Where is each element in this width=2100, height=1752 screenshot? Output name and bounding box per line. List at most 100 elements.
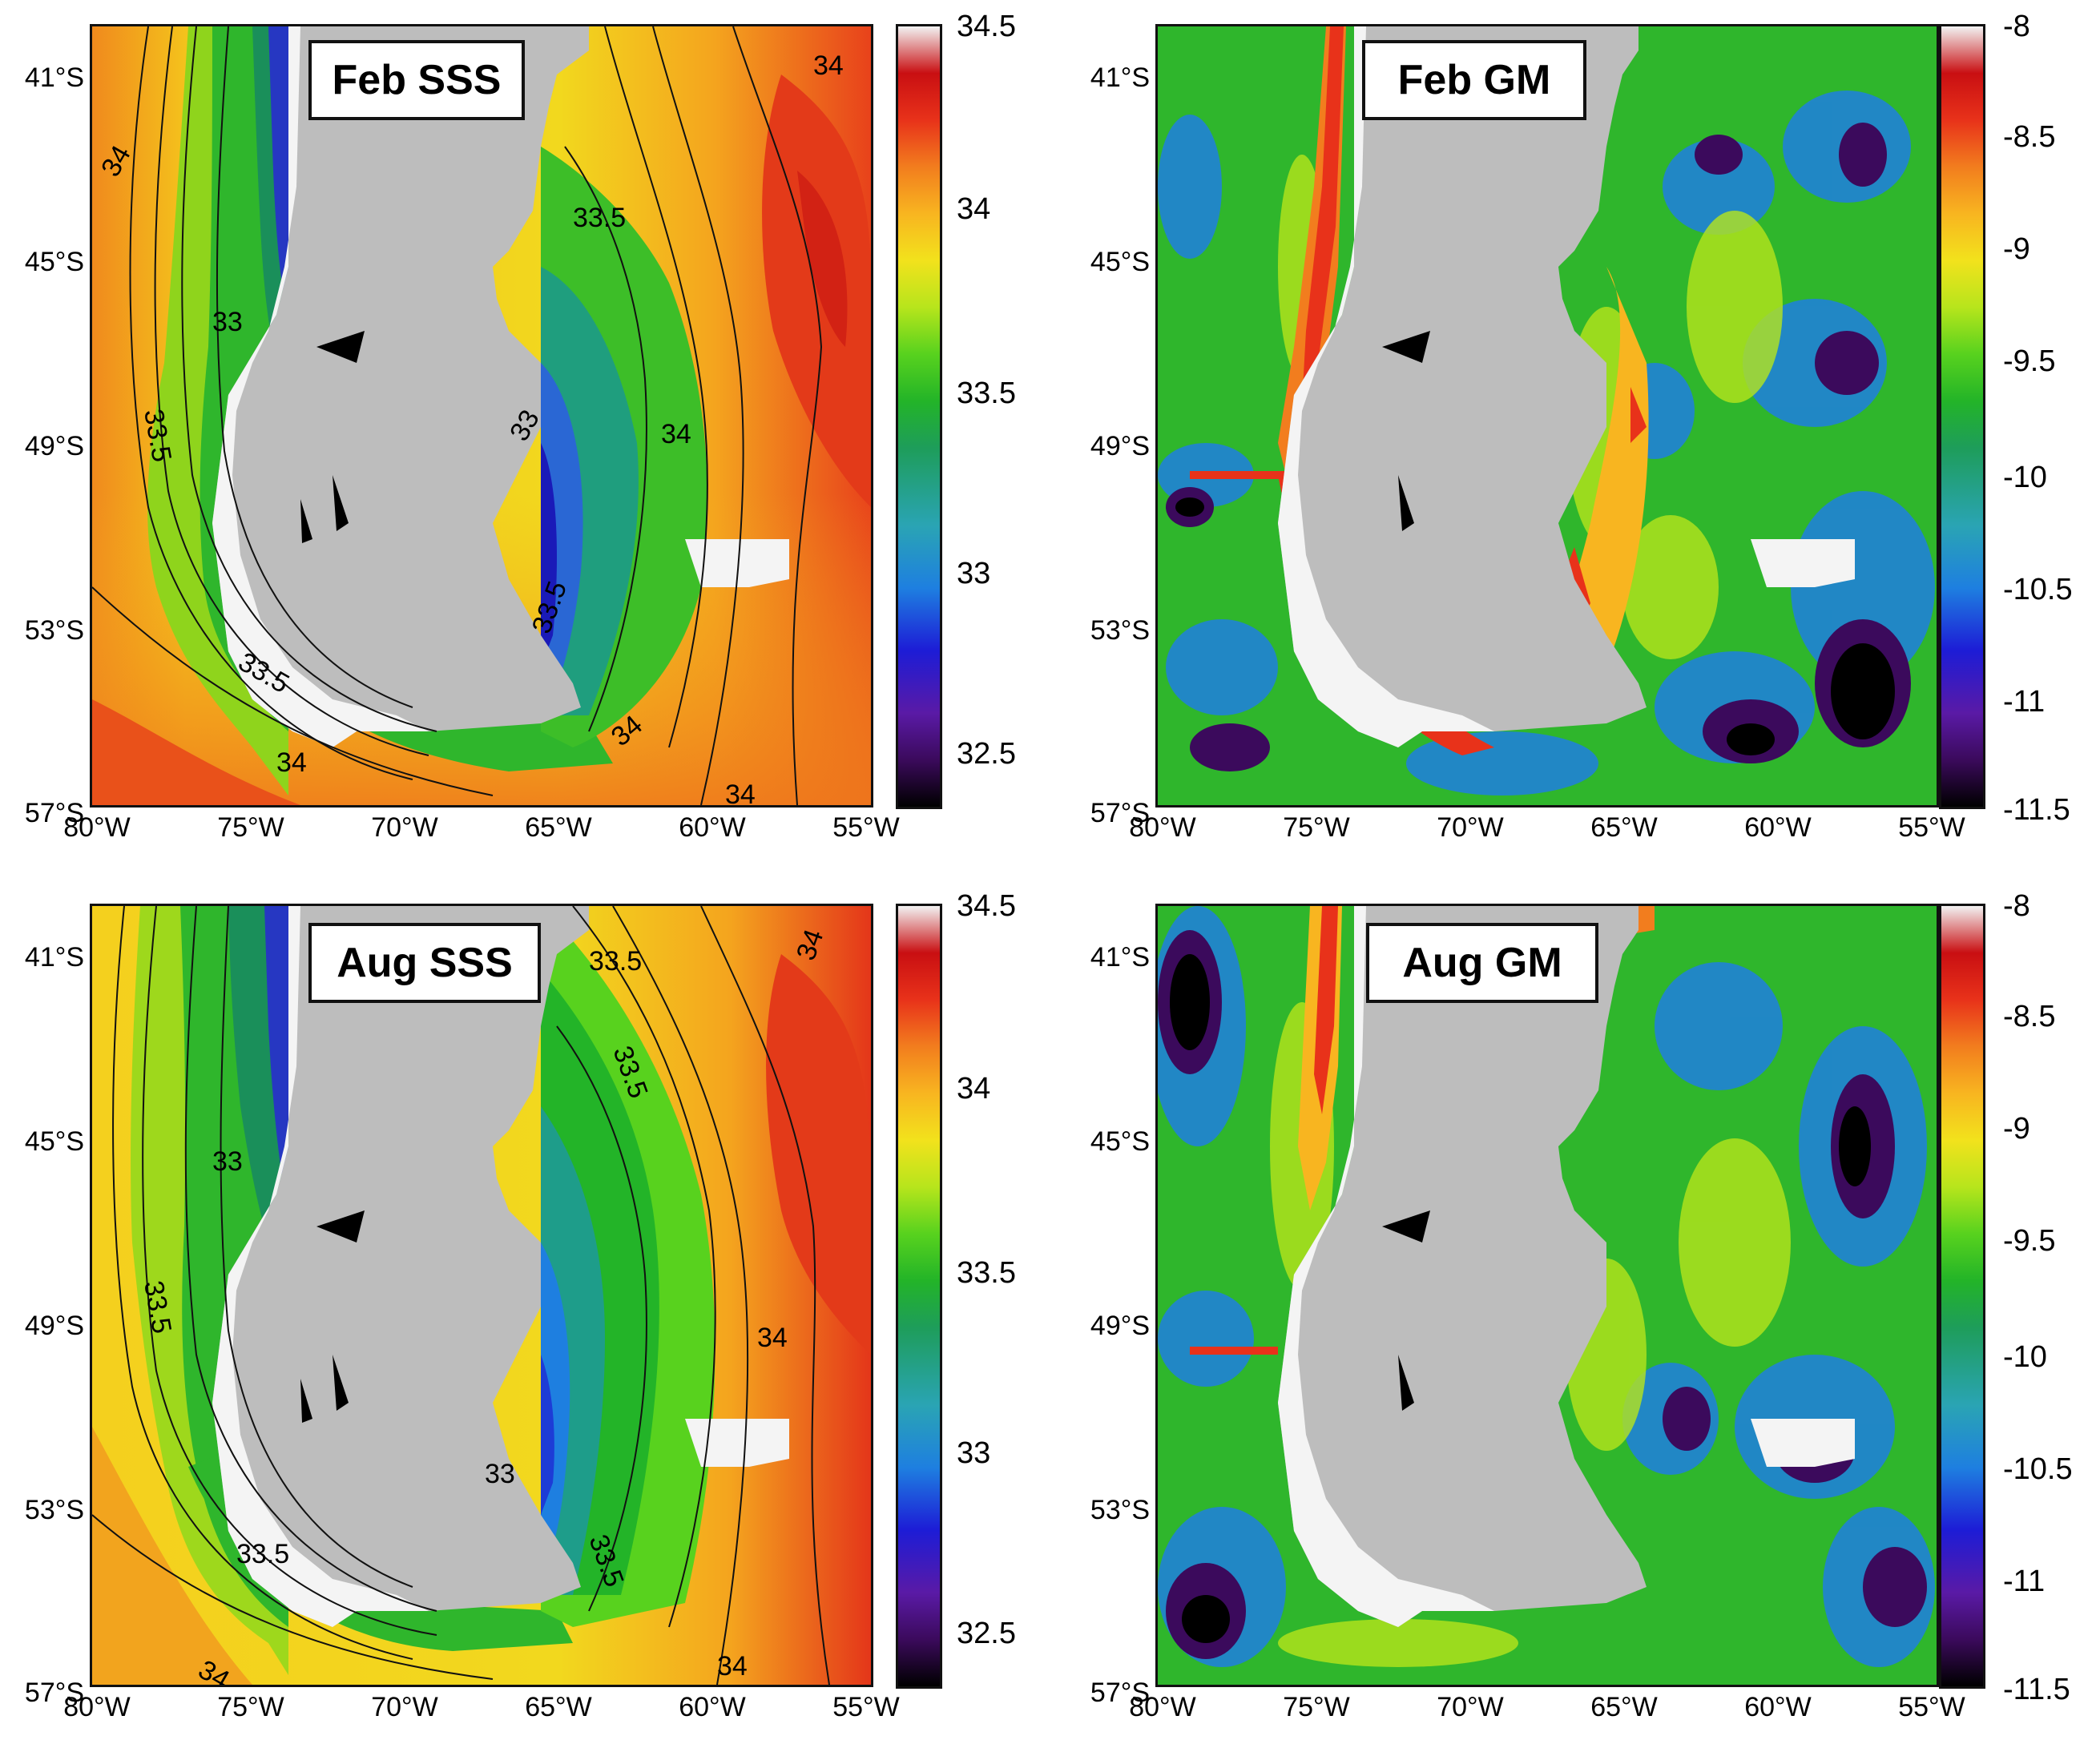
land-falklands xyxy=(685,539,789,587)
colorbar-tick: -10.5 xyxy=(2003,573,2073,606)
lat-tick: 57°S xyxy=(1090,798,1150,828)
gm-field-feb xyxy=(1158,26,1937,805)
lat-tick: 49°S xyxy=(24,431,84,461)
lon-tick: 55°W xyxy=(832,1692,900,1722)
lon-tick: 70°W xyxy=(371,1692,438,1722)
land-patagonia xyxy=(1278,906,1647,1627)
panel-title: Feb GM xyxy=(1362,40,1586,120)
lon-tick: 60°W xyxy=(1744,1692,1812,1722)
colorbar-tick: -8 xyxy=(2003,889,2030,923)
lat-tick: 49°S xyxy=(1090,431,1150,461)
colorbar-tick: -9.5 xyxy=(2003,1224,2056,1258)
lat-tick: 53°S xyxy=(1090,1495,1150,1525)
colorbar-tick: 32.5 xyxy=(957,1617,1016,1650)
lat-tick: 57°S xyxy=(1090,1677,1150,1708)
sss-field-aug: 33.5 33.5 34 33 33.5 34 33 33.5 33.5 34 … xyxy=(92,906,871,1685)
colorbar-tick: -8 xyxy=(2003,10,2030,43)
colorbar-tick: 33.5 xyxy=(957,1256,1016,1290)
panel-title: Feb SSS xyxy=(308,40,525,120)
svg-text:33.5: 33.5 xyxy=(573,203,626,233)
colorbar-feb-sss xyxy=(896,24,942,809)
lat-tick: 45°S xyxy=(24,1126,84,1157)
map-feb-gm xyxy=(1155,24,1939,808)
colorbar-tick: -9 xyxy=(2003,1112,2030,1146)
colorbar-tick: -10 xyxy=(2003,461,2047,494)
colorbar-tick: -10.5 xyxy=(2003,1452,2073,1486)
colorbar-tick: -11.5 xyxy=(2003,1673,2070,1706)
colorbar-tick: -11 xyxy=(2003,1565,2046,1598)
land-falklands xyxy=(1751,1419,1855,1467)
colorbar-tick: 32.5 xyxy=(957,737,1016,771)
svg-text:33.5: 33.5 xyxy=(236,1539,289,1569)
lon-tick: 75°W xyxy=(217,812,284,843)
lon-tick: 60°W xyxy=(679,1692,746,1722)
colorbar-tick: -8.5 xyxy=(2003,1000,2056,1033)
map-feb-sss: 34 34 33 33.5 33.5 33 33.5 34 34 34 34 3… xyxy=(90,24,873,808)
colorbar-tick: -9 xyxy=(2003,232,2030,266)
colorbar-tick: 34.5 xyxy=(957,10,1016,43)
svg-text:34: 34 xyxy=(717,1651,748,1682)
lat-tick: 45°S xyxy=(1090,247,1150,277)
land-patagonia xyxy=(212,26,589,747)
lat-tick: 41°S xyxy=(1090,62,1150,93)
lon-tick: 70°W xyxy=(371,812,438,843)
colorbar-tick: -9.5 xyxy=(2003,344,2056,378)
colorbar-tick: 34.5 xyxy=(957,889,1016,923)
svg-text:34: 34 xyxy=(276,747,307,778)
land-patagonia xyxy=(212,906,589,1627)
sss-field-feb: 34 34 33 33.5 33.5 33 33.5 34 34 34 34 3… xyxy=(92,26,871,805)
lon-tick: 55°W xyxy=(832,812,900,843)
lon-tick: 55°W xyxy=(1898,812,1965,843)
contours-feb-sss xyxy=(92,26,823,805)
colorbar-tick: -11.5 xyxy=(2003,793,2070,827)
svg-text:34: 34 xyxy=(661,419,691,449)
lat-tick: 57°S xyxy=(24,798,84,828)
lat-tick: 45°S xyxy=(1090,1126,1150,1157)
lon-tick: 65°W xyxy=(525,1692,592,1722)
panel-title: Aug GM xyxy=(1366,923,1598,1003)
lon-tick: 60°W xyxy=(1744,812,1812,843)
lon-tick: 80°W xyxy=(63,1692,131,1722)
colorbar-tick: 33 xyxy=(957,557,991,590)
svg-text:33: 33 xyxy=(485,1459,515,1489)
lon-tick: 70°W xyxy=(1437,1692,1504,1722)
land-patagonia xyxy=(1278,26,1647,747)
svg-text:34: 34 xyxy=(757,1323,788,1353)
lon-tick: 55°W xyxy=(1898,1692,1965,1722)
lon-tick: 75°W xyxy=(1283,812,1350,843)
contours-aug-sss xyxy=(92,906,830,1685)
lat-tick: 41°S xyxy=(24,62,84,93)
lon-tick: 70°W xyxy=(1437,812,1504,843)
lat-tick: 53°S xyxy=(1090,615,1150,646)
lat-tick: 45°S xyxy=(24,247,84,277)
lon-tick: 80°W xyxy=(1129,812,1196,843)
lon-tick: 80°W xyxy=(1129,1692,1196,1722)
colorbar-aug-gm xyxy=(1939,904,1985,1689)
lon-tick: 65°W xyxy=(1590,1692,1658,1722)
lon-tick: 75°W xyxy=(1283,1692,1350,1722)
svg-text:33: 33 xyxy=(212,307,243,337)
lat-tick: 49°S xyxy=(1090,1311,1150,1341)
lat-tick: 49°S xyxy=(24,1311,84,1341)
svg-text:33: 33 xyxy=(212,1146,243,1177)
lon-tick: 75°W xyxy=(217,1692,284,1722)
panel-title: Aug SSS xyxy=(308,923,541,1003)
svg-text:34: 34 xyxy=(813,50,844,81)
colorbar-aug-sss xyxy=(896,904,942,1689)
land-falklands xyxy=(685,1419,789,1467)
lon-tick: 60°W xyxy=(679,812,746,843)
gm-field-aug xyxy=(1158,906,1937,1685)
lat-tick: 53°S xyxy=(24,615,84,646)
land-falklands xyxy=(1751,539,1855,587)
lat-tick: 53°S xyxy=(24,1495,84,1525)
colorbar-tick: 34 xyxy=(957,192,991,226)
map-aug-sss: 33.5 33.5 34 33 33.5 34 33 33.5 33.5 34 … xyxy=(90,904,873,1687)
colorbar-tick: 33.5 xyxy=(957,377,1016,410)
lat-tick: 57°S xyxy=(24,1677,84,1708)
svg-text:33.5: 33.5 xyxy=(589,946,642,977)
lon-tick: 80°W xyxy=(63,812,131,843)
colorbar-tick: -11 xyxy=(2003,685,2046,719)
svg-text:34: 34 xyxy=(725,779,756,805)
lat-tick: 41°S xyxy=(24,942,84,973)
lat-tick: 41°S xyxy=(1090,942,1150,973)
